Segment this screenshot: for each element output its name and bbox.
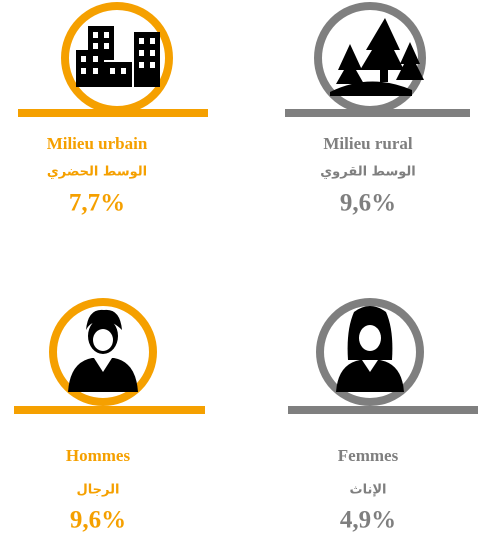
men-icon [14,298,205,414]
label-fr: Milieu rural [323,134,413,153]
percentage: 4,9% [340,507,396,534]
label-fr: Hommes [66,446,131,465]
label-fr: Milieu urbain [47,134,148,153]
rural-icon [285,2,470,117]
percentage: 9,6% [70,507,126,534]
label-ar: الإناث [350,483,387,498]
women-icon [288,298,478,414]
label-ar: الوسط القروي [320,165,416,180]
label-fr: Femmes [338,446,399,465]
label-ar: الرجال [77,483,120,498]
label-ar: الوسط الحضري [47,165,147,180]
percentage: 9,6% [340,190,396,217]
urban-icon [18,2,208,117]
percentage: 7,7% [69,190,125,217]
